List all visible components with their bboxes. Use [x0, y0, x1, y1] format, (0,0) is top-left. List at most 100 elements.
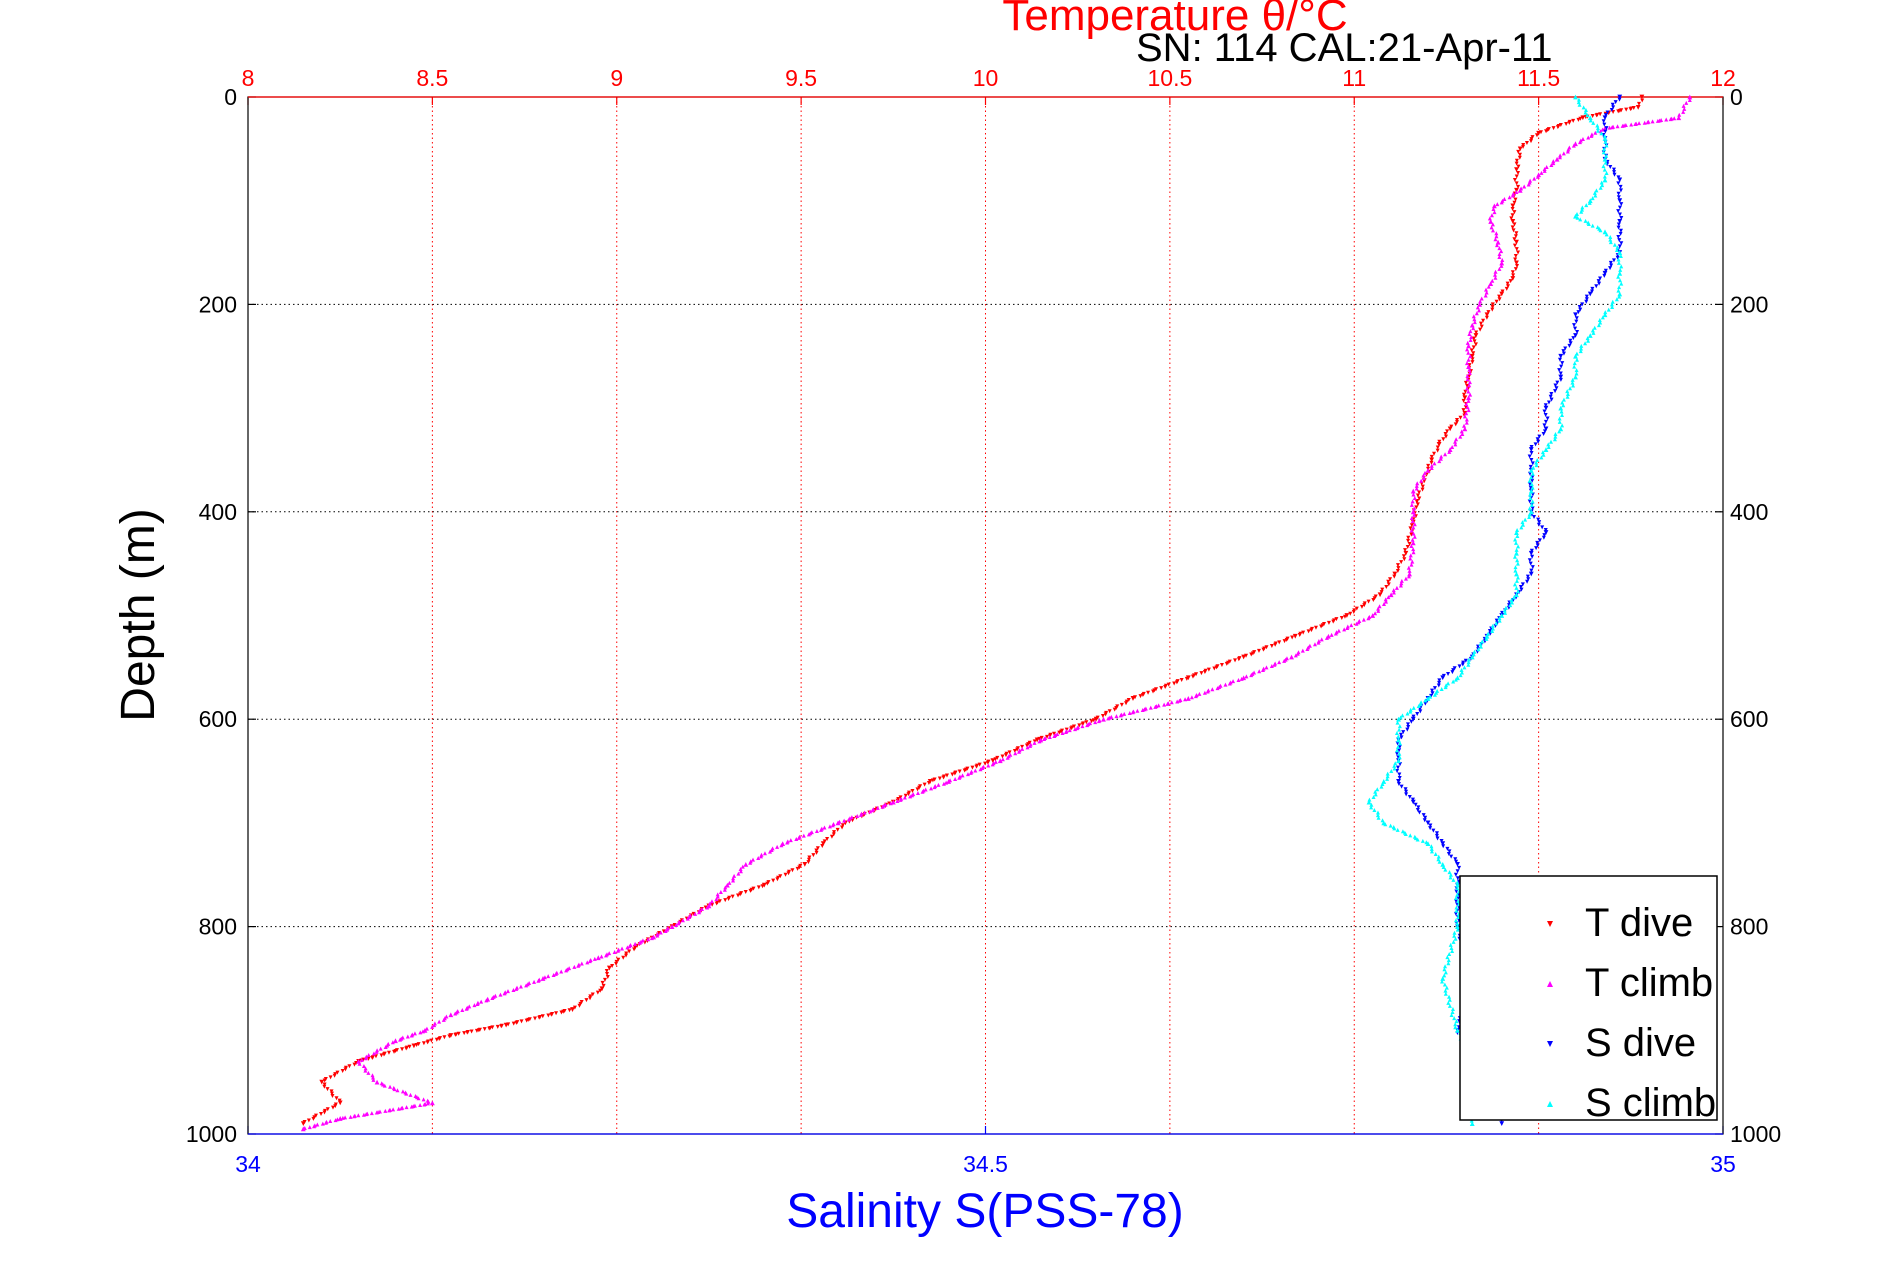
data-point: [1602, 122, 1607, 127]
data-point: [1555, 380, 1560, 385]
data-point: [1529, 444, 1534, 449]
data-point: [1042, 736, 1047, 741]
data-point: [553, 971, 558, 976]
data-point: [1459, 429, 1464, 434]
data-point: [1277, 660, 1282, 665]
data-point: [1410, 519, 1415, 524]
data-point: [1687, 94, 1693, 100]
data-point: [1551, 161, 1556, 166]
data-point: [1443, 685, 1448, 690]
data-point: [820, 841, 826, 847]
data-point: [1579, 346, 1584, 351]
data-point: [503, 1022, 509, 1028]
data-point: [1429, 463, 1434, 468]
data-point: [1406, 724, 1411, 729]
data-point: [1571, 143, 1576, 148]
data-point: [1512, 210, 1517, 215]
data-point: [1554, 156, 1560, 162]
data-point: [1449, 1013, 1454, 1018]
data-point: [1385, 776, 1390, 781]
data-point: [1460, 662, 1465, 667]
data-point: [325, 1087, 330, 1092]
data-point: [1525, 579, 1530, 584]
data-point: [794, 837, 799, 842]
data-point: [1412, 534, 1417, 539]
data-point: [1446, 852, 1451, 857]
data-point: [1333, 631, 1338, 636]
data-point: [1500, 257, 1505, 262]
data-point: [1537, 538, 1542, 543]
data-point: [1502, 196, 1507, 201]
data-point: [1444, 434, 1449, 439]
data-point: [1397, 727, 1402, 732]
data-point: [1467, 332, 1472, 337]
data-point: [400, 1089, 405, 1094]
data-point: [1445, 429, 1450, 434]
data-point: [1413, 802, 1418, 807]
data-point: [1471, 652, 1476, 657]
data-point: [760, 884, 765, 889]
data-point: [1539, 170, 1544, 175]
data-point: [1449, 854, 1454, 859]
data-point: [1396, 782, 1401, 787]
data-point: [585, 960, 590, 965]
data-point: [1437, 859, 1442, 864]
data-point: [1576, 117, 1581, 122]
data-point: [1509, 597, 1514, 602]
data-point: [1015, 747, 1020, 752]
data-point: [1436, 854, 1441, 859]
data-point: [1398, 732, 1403, 737]
data-point: [1438, 456, 1443, 461]
data-point: [1558, 426, 1564, 432]
data-point: [937, 776, 942, 781]
data-point: [1583, 110, 1588, 115]
data-point: [1590, 328, 1595, 333]
data-point: [343, 1115, 348, 1120]
data-point: [1479, 324, 1484, 329]
data-point: [1163, 684, 1168, 689]
data-point: [604, 969, 609, 974]
data-point: [832, 830, 837, 835]
data-point: [835, 827, 840, 832]
data-point: [1410, 797, 1415, 802]
data-point: [1072, 724, 1077, 729]
data-point: [1412, 506, 1417, 511]
data-point: [1466, 350, 1471, 355]
data-point: [743, 890, 748, 895]
data-point: [549, 1012, 554, 1017]
data-point: [1516, 149, 1521, 154]
data-point: [693, 911, 698, 916]
data-point: [1520, 522, 1525, 527]
data-point: [1406, 538, 1411, 543]
data-point: [1616, 195, 1621, 200]
data-point: [759, 854, 764, 859]
data-point: [1411, 492, 1416, 497]
data-point: [908, 794, 913, 799]
data-point: [1239, 676, 1244, 681]
data-point: [1585, 113, 1590, 118]
data-point: [995, 755, 1000, 760]
data-point: [348, 1114, 353, 1119]
data-point: [1442, 973, 1447, 978]
data-point: [957, 769, 962, 774]
data-point: [1668, 117, 1673, 122]
data-point: [915, 787, 920, 792]
data-point: [1057, 730, 1062, 735]
data-point: [1559, 364, 1564, 369]
data-point: [1588, 118, 1593, 123]
data-point: [418, 1030, 423, 1035]
data-point: [390, 1040, 395, 1045]
data-point: [1422, 818, 1427, 823]
data-point: [1455, 892, 1460, 897]
data-point: [1344, 613, 1350, 618]
depth-tick-label-right: 1000: [1730, 1121, 1781, 1147]
data-point: [1608, 266, 1613, 271]
data-point: [502, 991, 507, 996]
data-point: [1603, 113, 1608, 118]
data-point: [1461, 392, 1466, 397]
data-point: [475, 1001, 480, 1006]
data-point: [1557, 155, 1562, 160]
data-point: [1172, 681, 1177, 686]
data-point: [1595, 123, 1600, 128]
data-point: [1435, 445, 1440, 450]
